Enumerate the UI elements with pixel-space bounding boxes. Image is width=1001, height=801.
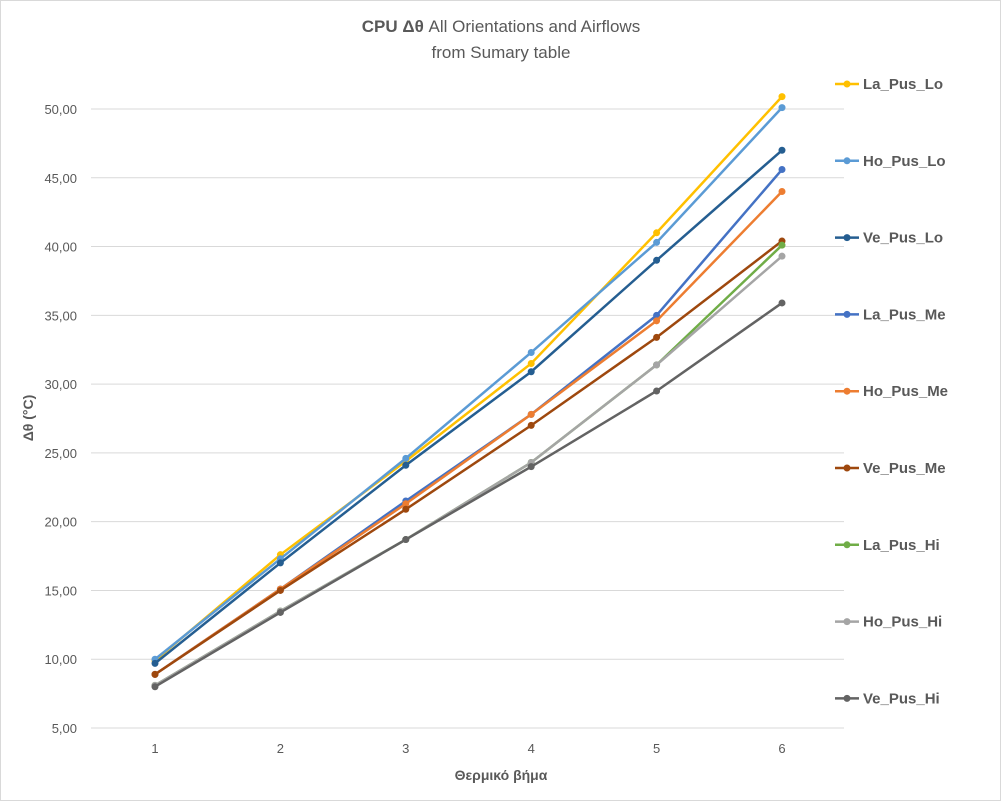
series-line-Ve_Pus_Lo bbox=[154, 149, 783, 665]
legend-marker bbox=[843, 694, 851, 702]
data-point-Ho_Pus_Lo bbox=[653, 238, 661, 246]
y-tick-label: 25,00 bbox=[44, 446, 77, 461]
y-tick-label: 10,00 bbox=[44, 652, 77, 667]
legend-label: La_Pus_Hi bbox=[863, 537, 940, 554]
data-point-La_Pus_Hi bbox=[778, 241, 786, 249]
y-tick-label: 45,00 bbox=[44, 171, 77, 186]
data-point-Ve_Pus_Lo bbox=[402, 461, 410, 469]
x-tick-label: 6 bbox=[778, 741, 785, 756]
legend-marker bbox=[843, 80, 851, 88]
series-line-La_Pus_Me bbox=[154, 168, 783, 676]
x-tick-label: 2 bbox=[277, 741, 284, 756]
chart-title-line1: CPU Δθ All Orientations and Airflows bbox=[362, 17, 640, 36]
legend-label: Ho_Pus_Lo bbox=[863, 153, 946, 170]
x-tick-label: 4 bbox=[528, 741, 535, 756]
series-line-La_Pus_Lo bbox=[154, 95, 783, 662]
legend-label: Ve_Pus_Me bbox=[863, 460, 946, 477]
legend-marker bbox=[843, 157, 851, 165]
legend-marker bbox=[843, 387, 851, 395]
x-axis-label: Θερμικό βήμα bbox=[455, 767, 548, 783]
y-tick-label: 20,00 bbox=[44, 515, 77, 530]
title-rest: All Orientations and Airflows bbox=[424, 17, 640, 36]
data-point-Ho_Pus_Me bbox=[778, 188, 786, 196]
data-point-La_Pus_Lo bbox=[778, 93, 786, 101]
y-tick-label: 15,00 bbox=[44, 583, 77, 598]
y-axis-label: Δθ (°C) bbox=[20, 395, 36, 442]
data-point-Ve_Pus_Hi bbox=[653, 387, 661, 395]
data-point-Ve_Pus_Lo bbox=[653, 256, 661, 264]
data-point-Ve_Pus_Me bbox=[151, 670, 159, 678]
data-point-Ve_Pus_Hi bbox=[778, 299, 786, 307]
data-point-La_Pus_Me bbox=[653, 311, 661, 319]
data-point-Ve_Pus_Lo bbox=[276, 559, 284, 567]
legend-label: Ho_Pus_Me bbox=[863, 383, 948, 400]
legend-marker bbox=[843, 464, 851, 472]
data-point-Ho_Pus_Me bbox=[402, 500, 410, 508]
legend-marker bbox=[843, 234, 851, 242]
data-point-Ve_Pus_Hi bbox=[276, 608, 284, 616]
series-line-Ve_Pus_Me bbox=[154, 240, 783, 676]
data-point-Ve_Pus_Hi bbox=[402, 536, 410, 544]
data-point-Ho_Pus_Lo bbox=[778, 104, 786, 112]
data-point-Ve_Pus_Hi bbox=[151, 683, 159, 691]
data-point-Ve_Pus_Me bbox=[653, 333, 661, 341]
legend-label: Ve_Pus_Hi bbox=[863, 690, 940, 707]
legend-marker bbox=[843, 310, 851, 318]
x-tick-label: 3 bbox=[402, 741, 409, 756]
chart-title-line2: from Sumary table bbox=[432, 43, 571, 62]
data-point-Ho_Pus_Hi bbox=[653, 361, 661, 369]
series-line-La_Pus_Hi bbox=[154, 244, 783, 687]
data-point-La_Pus_Me bbox=[778, 166, 786, 174]
data-point-Ve_Pus_Lo bbox=[778, 146, 786, 154]
data-point-Ve_Pus_Me bbox=[276, 586, 284, 594]
legend-label: La_Pus_Me bbox=[863, 306, 946, 323]
data-point-Ho_Pus_Lo bbox=[402, 454, 410, 462]
data-point-La_Pus_Lo bbox=[653, 229, 661, 237]
data-point-Ho_Pus_Me bbox=[527, 410, 535, 418]
y-tick-label: 5,00 bbox=[52, 721, 77, 736]
series-line-Ho_Pus_Me bbox=[154, 190, 783, 676]
legend-label: Ve_Pus_Lo bbox=[863, 230, 943, 247]
y-tick-label: 35,00 bbox=[44, 308, 77, 323]
data-point-Ho_Pus_Hi bbox=[778, 252, 786, 260]
data-point-Ve_Pus_Lo bbox=[527, 368, 535, 376]
data-point-La_Pus_Lo bbox=[527, 359, 535, 367]
series-line-Ve_Pus_Hi bbox=[154, 301, 783, 688]
data-point-Ve_Pus_Me bbox=[527, 421, 535, 429]
data-point-Ho_Pus_Me bbox=[653, 317, 661, 325]
y-tick-label: 30,00 bbox=[44, 377, 77, 392]
legend-marker bbox=[843, 541, 851, 549]
y-tick-label: 50,00 bbox=[44, 102, 77, 117]
title-bold: CPU Δθ bbox=[362, 17, 424, 36]
data-point-Ve_Pus_Me bbox=[402, 505, 410, 513]
legend-label: Ho_Pus_Hi bbox=[863, 614, 942, 631]
data-point-Ve_Pus_Lo bbox=[151, 659, 159, 667]
legend-marker bbox=[843, 618, 851, 626]
y-tick-label: 40,00 bbox=[44, 240, 77, 255]
legend-label: La_Pus_Lo bbox=[863, 76, 943, 93]
x-tick-label: 1 bbox=[151, 741, 158, 756]
x-tick-label: 5 bbox=[653, 741, 660, 756]
series-line-Ho_Pus_Hi bbox=[154, 255, 783, 687]
data-point-Ve_Pus_Hi bbox=[527, 463, 535, 471]
series-line-Ho_Pus_Lo bbox=[154, 106, 783, 661]
data-point-Ho_Pus_Lo bbox=[527, 348, 535, 356]
